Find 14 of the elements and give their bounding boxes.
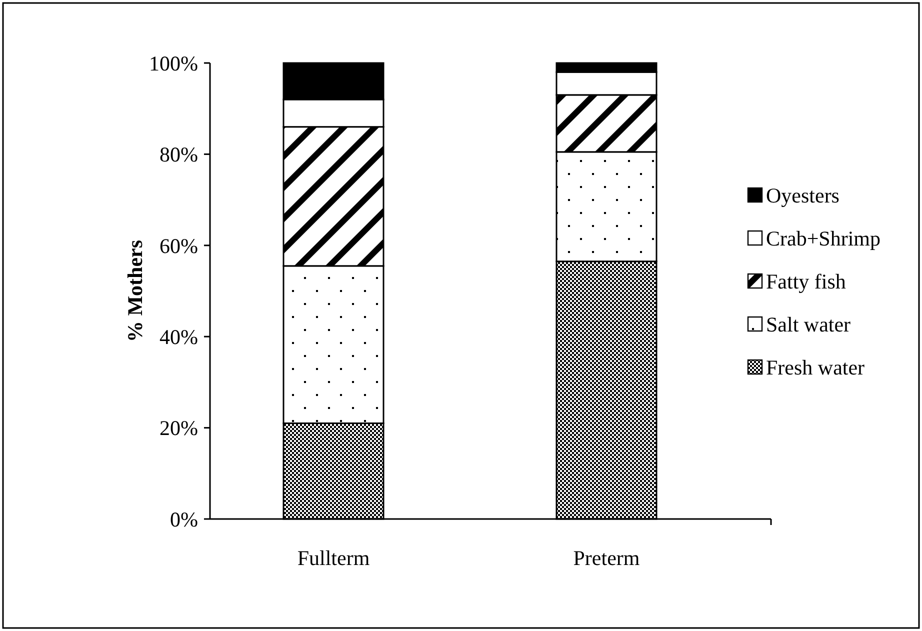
y-tick-label: 40% [160, 324, 198, 349]
x-tick-label: Fullterm [297, 546, 370, 570]
y-tick-label: 0% [170, 507, 198, 532]
legend-label: Crab+Shrimp [766, 226, 881, 250]
y-tick-label: 100% [149, 51, 198, 76]
legend-label: Fatty fish [766, 269, 846, 294]
y-tick-label: 80% [160, 142, 198, 167]
legend-label: Fresh water [766, 355, 865, 380]
y-axis-title: % Mothers [123, 240, 147, 342]
x-tick-label: Preterm [573, 546, 640, 570]
legend-label: Salt water [766, 312, 851, 336]
y-tick-label: 60% [160, 234, 198, 258]
y-tick-label: 20% [160, 416, 198, 440]
legend-label: Oyesters [766, 183, 840, 208]
